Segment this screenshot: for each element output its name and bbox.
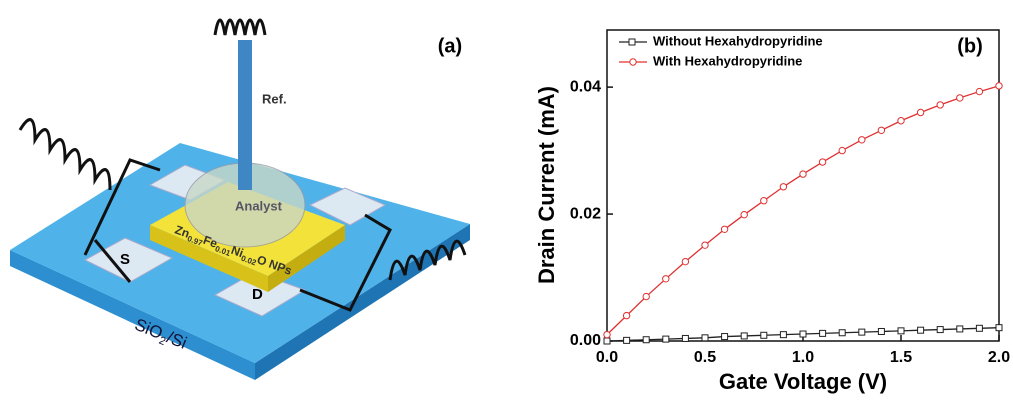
marker: [820, 330, 826, 336]
legend-label: Without Hexahydropyridine: [653, 33, 823, 48]
marker: [937, 102, 943, 108]
marker: [859, 137, 865, 143]
marker: [898, 118, 904, 124]
y-tick-label: 0.04: [570, 78, 601, 95]
marker: [957, 95, 963, 101]
x-tick-label: 0.0: [596, 349, 618, 366]
device-diagram: (a) Ref. Analyst S D Zn0.97Fe0.01Ni0.02O…: [10, 20, 470, 380]
marker: [604, 331, 610, 337]
marker: [741, 211, 747, 217]
x-tick-label: 2.0: [988, 349, 1010, 366]
marker: [623, 312, 629, 318]
marker: [878, 127, 884, 133]
marker: [780, 184, 786, 190]
electrode-label: Ref.: [262, 91, 287, 106]
marker: [624, 337, 630, 343]
page: (a) Ref. Analyst S D Zn0.97Fe0.01Ni0.02O…: [0, 0, 1013, 404]
marker: [643, 337, 649, 343]
x-tick-label: 0.5: [694, 349, 716, 366]
marker: [800, 331, 806, 337]
marker: [663, 336, 669, 342]
plot-frame: [607, 30, 999, 341]
marker: [721, 226, 727, 232]
panel-label: (b): [957, 35, 983, 57]
marker: [702, 335, 708, 341]
legend-marker: [630, 59, 636, 65]
marker: [976, 325, 982, 331]
series-line: [607, 86, 999, 335]
marker: [604, 338, 610, 344]
drop-label: Analyst: [235, 198, 283, 213]
y-tick-label: 0.02: [570, 205, 601, 222]
marker: [839, 330, 845, 336]
marker: [761, 198, 767, 204]
marker: [839, 147, 845, 153]
marker: [702, 242, 708, 248]
marker: [741, 333, 747, 339]
marker: [682, 258, 688, 264]
marker: [663, 276, 669, 282]
marker: [643, 293, 649, 299]
spring: [20, 120, 110, 190]
x-tick-label: 1.5: [890, 349, 912, 366]
spring: [215, 20, 265, 35]
legend-label: With Hexahydropyridine: [653, 53, 802, 68]
marker: [761, 332, 767, 338]
marker: [682, 335, 688, 341]
marker: [996, 83, 1002, 89]
marker: [898, 328, 904, 334]
legend-marker: [629, 39, 635, 45]
marker: [722, 334, 728, 340]
y-tick-label: 0.00: [570, 332, 601, 349]
marker: [996, 325, 1002, 331]
marker: [780, 332, 786, 338]
marker: [800, 171, 806, 177]
electrode: [238, 40, 252, 190]
marker: [917, 109, 923, 115]
marker: [859, 329, 865, 335]
marker: [918, 327, 924, 333]
panel-label: (a): [438, 35, 462, 57]
x-tick-label: 1.0: [792, 349, 814, 366]
source-label: S: [120, 251, 130, 268]
figure: (a) Ref. Analyst S D Zn0.97Fe0.01Ni0.02O…: [0, 0, 1013, 404]
y-axis-label: Drain Current (mA): [534, 86, 559, 284]
marker: [957, 326, 963, 332]
x-axis-label: Gate Voltage (V): [719, 369, 887, 394]
drain-label: D: [252, 286, 263, 303]
marker: [878, 328, 884, 334]
marker: [976, 88, 982, 94]
marker: [819, 159, 825, 165]
marker: [937, 327, 943, 333]
